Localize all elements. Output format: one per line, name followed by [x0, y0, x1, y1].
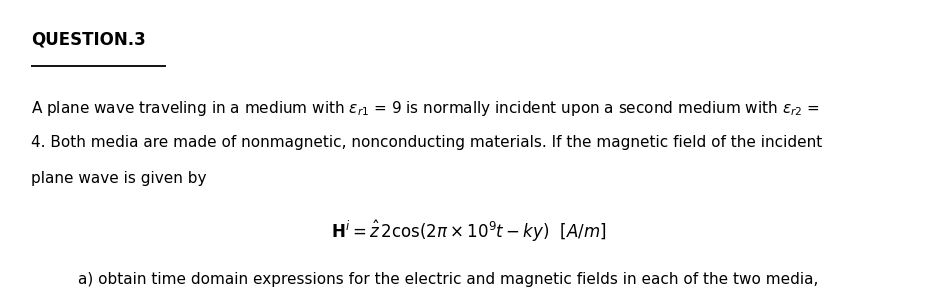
Text: plane wave is given by: plane wave is given by: [31, 171, 206, 186]
Text: 4. Both media are made of nonmagnetic, nonconducting materials. If the magnetic : 4. Both media are made of nonmagnetic, n…: [31, 135, 821, 150]
Text: A plane wave traveling in a medium with $\varepsilon_{r1}$ = 9 is normally incid: A plane wave traveling in a medium with …: [31, 99, 819, 118]
Text: a) obtain time domain expressions for the electric and magnetic fields in each o: a) obtain time domain expressions for th…: [78, 272, 817, 287]
Text: QUESTION.3: QUESTION.3: [31, 31, 145, 49]
Text: $\mathbf{H}^i = \hat{z}\, 2 \cos(2\pi \times 10^9 t - ky)\ \ [A/m]$: $\mathbf{H}^i = \hat{z}\, 2 \cos(2\pi \t…: [330, 218, 606, 244]
